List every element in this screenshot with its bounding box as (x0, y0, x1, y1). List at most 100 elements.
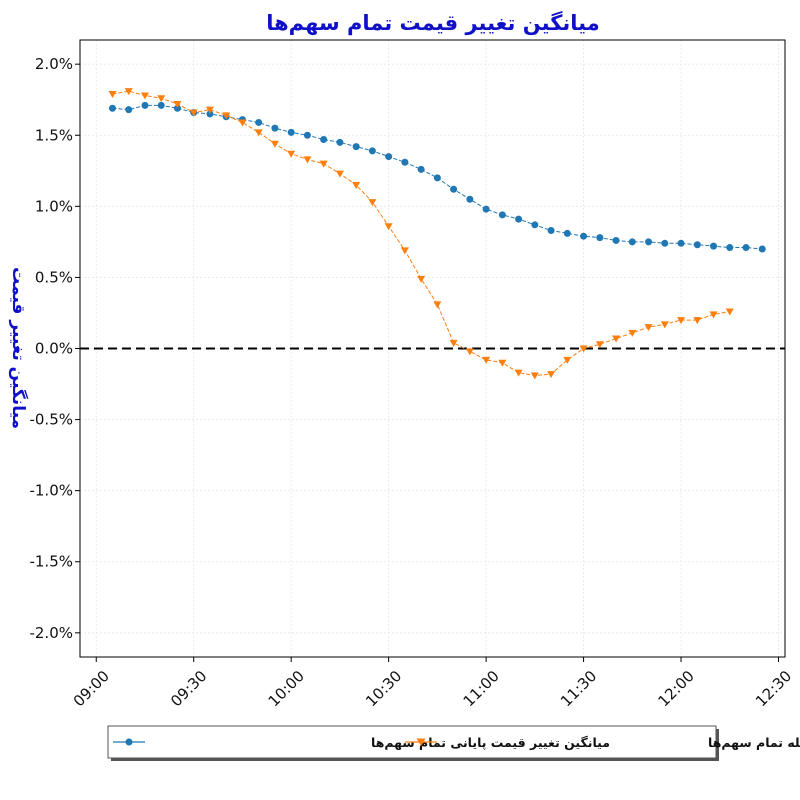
data-point (580, 232, 588, 240)
data-point (758, 245, 766, 253)
data-point (140, 92, 149, 100)
data-point (563, 356, 572, 364)
data-point (417, 275, 426, 283)
legend-label-last-trade-price: میانگین تغییر قیمت آخرین معامله تمام سهم… (708, 735, 800, 751)
data-point (255, 118, 263, 126)
data-point (514, 369, 523, 377)
data-point (596, 234, 604, 242)
data-point (563, 229, 571, 237)
data-point (320, 136, 328, 144)
data-point (710, 242, 718, 250)
data-point (238, 119, 247, 127)
y-tick-label-8: 2.0% (35, 55, 73, 73)
data-point (433, 174, 441, 182)
data-point (400, 247, 409, 255)
data-point (515, 215, 523, 223)
data-point (725, 308, 734, 316)
data-point (644, 324, 653, 332)
y-tick-label-7: 1.5% (35, 126, 73, 144)
data-point (368, 199, 377, 207)
data-point (417, 165, 425, 173)
y-tick-label-6: 1.0% (35, 197, 73, 215)
series-line-1 (112, 90, 730, 377)
data-point (661, 239, 669, 247)
data-point (205, 106, 214, 114)
data-point (124, 88, 133, 96)
data-point (482, 205, 490, 213)
y-tick-label-1: -1.5% (29, 553, 73, 571)
data-point (677, 239, 685, 247)
data-point (531, 221, 539, 229)
data-point (368, 147, 376, 155)
y-tick-label-3: -0.5% (29, 411, 73, 429)
data-point (173, 104, 181, 112)
x-tick-label-4: 11:00 (460, 667, 503, 710)
data-point (287, 128, 295, 136)
data-point (173, 100, 182, 108)
x-tick-label-2: 10:00 (265, 667, 308, 710)
data-point (579, 345, 588, 353)
data-point (677, 317, 686, 325)
data-point (141, 101, 149, 109)
x-tick-label-3: 10:30 (362, 667, 405, 710)
data-point (660, 321, 669, 329)
series-0 (108, 101, 766, 253)
data-point (108, 104, 116, 112)
chart-title: میانگین تغییر قیمت تمام سهم‌ها (266, 10, 600, 35)
data-point (450, 185, 458, 193)
legend-marker-closing-price (125, 738, 133, 746)
data-point (612, 236, 620, 244)
data-point (303, 131, 311, 139)
legend-label-closing-price: میانگین تغییر قیمت پایانی تمام سهم‌ها (371, 735, 610, 751)
data-point (125, 106, 133, 114)
x-tick-label-7: 12:30 (752, 667, 795, 710)
data-point (433, 301, 442, 309)
x-tick-label-6: 12:00 (654, 667, 697, 710)
data-point (628, 238, 636, 246)
data-point (612, 335, 621, 343)
legend-item-last-trade-price: میانگین تغییر قیمت آخرین معامله تمام سهم… (405, 735, 800, 751)
data-point (465, 348, 474, 356)
data-point (709, 311, 718, 319)
data-point (189, 109, 198, 117)
data-point (466, 195, 474, 203)
data-point (498, 359, 507, 367)
data-point (206, 110, 214, 118)
data-point (385, 153, 393, 161)
plot-area: -2.0% -1.5% -1.0% -0.5% 0.0% 0.5% 1.0% 1.5% 2.0%… (29, 39, 795, 710)
data-point (547, 227, 555, 235)
data-point (335, 170, 344, 178)
data-point (157, 95, 166, 103)
data-point (108, 91, 117, 99)
series-1 (108, 88, 734, 380)
data-point (726, 244, 734, 252)
legend: میانگین تغییر قیمت پایانی تمام سهم‌ها می… (107, 725, 800, 761)
data-point (303, 156, 312, 164)
y-axis-label: میانگین تغییر قیمت (8, 267, 29, 429)
data-point (352, 143, 360, 151)
y-tick-label-0: -2.0% (29, 624, 73, 642)
data-point (595, 341, 604, 349)
data-point (336, 138, 344, 146)
data-point (498, 211, 506, 219)
data-point (482, 356, 491, 364)
data-point (645, 238, 653, 246)
y-tick-label-5: 0.5% (35, 268, 73, 286)
data-point (287, 150, 296, 158)
data-point (693, 317, 702, 325)
data-point (384, 223, 393, 231)
data-point (530, 372, 539, 380)
x-tick-label-1: 09:30 (167, 667, 210, 710)
data-point (157, 101, 165, 109)
data-point (449, 339, 458, 347)
data-point (222, 112, 231, 120)
y-tick-label-2: -1.0% (29, 482, 73, 500)
data-point (401, 158, 409, 166)
data-point (352, 182, 361, 190)
y-tick-label-4: 0.0% (35, 340, 73, 358)
data-point (547, 371, 556, 379)
legend-item-closing-price: میانگین تغییر قیمت پایانی تمام سهم‌ها (113, 735, 610, 751)
x-tick-label-5: 11:30 (557, 667, 600, 710)
data-point (271, 124, 279, 132)
